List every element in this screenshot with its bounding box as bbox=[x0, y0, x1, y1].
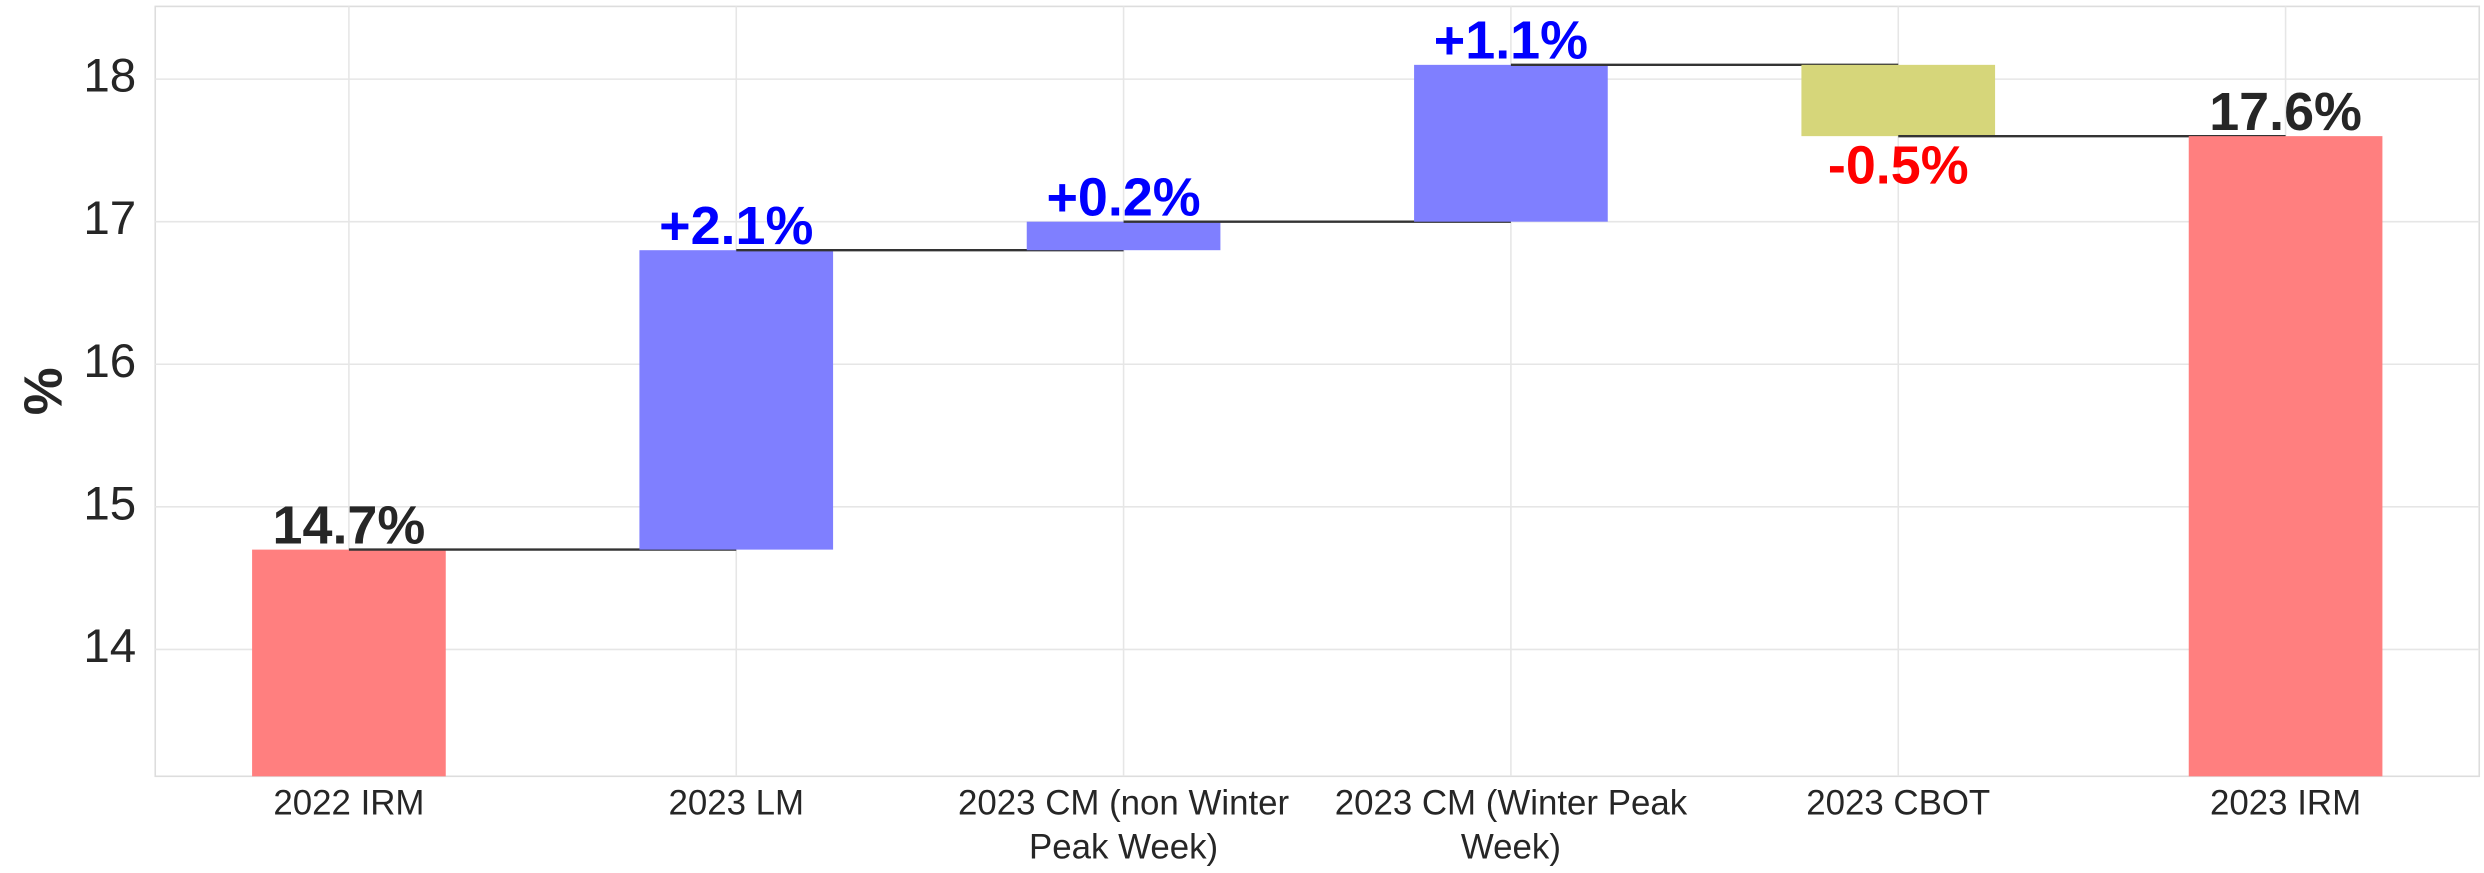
bar bbox=[2188, 136, 2383, 777]
y-tick-label: 16 bbox=[83, 335, 136, 388]
value-label: 14.7% bbox=[273, 495, 426, 555]
value-label: +0.2% bbox=[1046, 167, 1200, 227]
y-tick-label: 14 bbox=[83, 620, 136, 673]
bar bbox=[1026, 221, 1221, 251]
value-label: 17.6% bbox=[2209, 82, 2362, 142]
x-tick-label: 2022 IRM bbox=[273, 783, 424, 822]
bar bbox=[639, 250, 834, 550]
bar bbox=[252, 549, 446, 777]
y-tick-label: 18 bbox=[83, 50, 136, 103]
plot-frame bbox=[154, 5, 2481, 778]
x-tick-label: 2023 IRM bbox=[2210, 783, 2361, 822]
x-tick-label: 2023 CM (Winter Peak Week) bbox=[1335, 783, 1688, 866]
x-tick-label: 2023 LM bbox=[668, 783, 804, 822]
y-axis-label: % bbox=[14, 367, 74, 415]
y-tick-label: 15 bbox=[83, 477, 136, 530]
value-label: +2.1% bbox=[659, 196, 813, 256]
bar bbox=[1801, 64, 1996, 137]
y-tick-label: 17 bbox=[83, 192, 136, 245]
bar bbox=[1414, 64, 1608, 222]
x-tick-label: 2023 CBOT bbox=[1806, 783, 1990, 822]
x-tick-label: 2023 CM (non Winter Peak Week) bbox=[958, 783, 1290, 866]
value-label: -0.5% bbox=[1828, 136, 1969, 196]
value-label: +1.1% bbox=[1434, 11, 1588, 71]
